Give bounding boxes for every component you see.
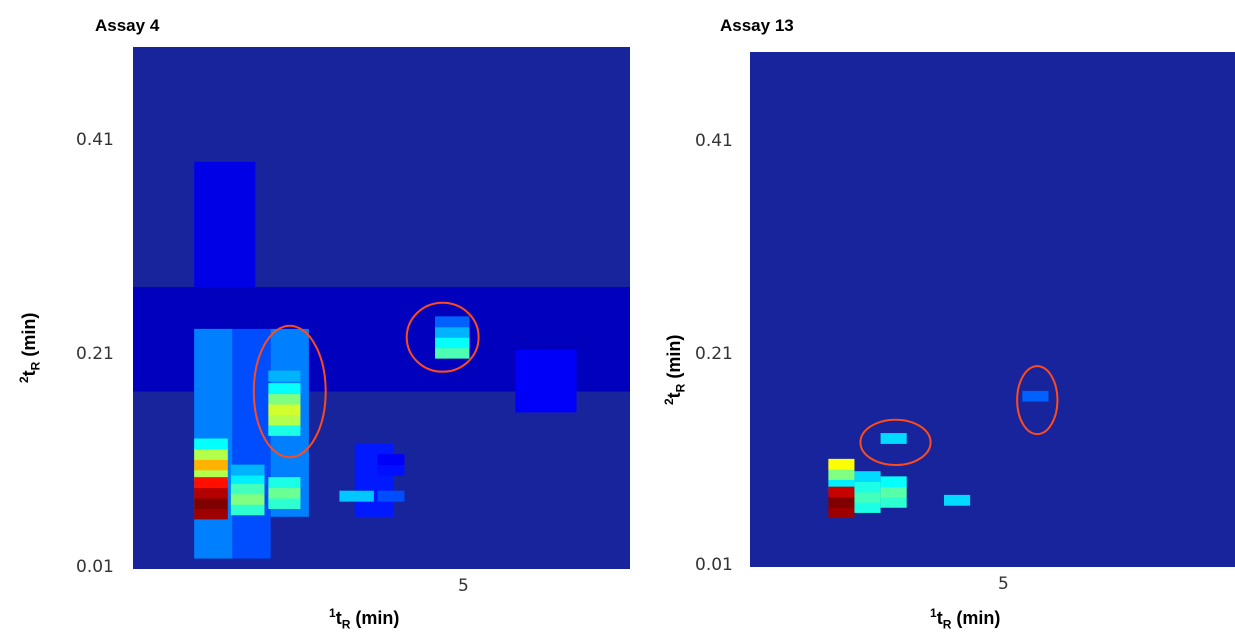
heatmap-cell xyxy=(828,479,855,491)
heatmap-cell xyxy=(194,477,228,489)
y-axis-label: 2tR (min) xyxy=(662,335,688,405)
heatmap-cell xyxy=(828,496,855,508)
y-axis-label-sup: 2 xyxy=(662,398,676,405)
y-tick-label: 0.01 xyxy=(695,555,733,575)
heatmap-cell xyxy=(230,483,265,495)
y-tick-label: 0.41 xyxy=(76,130,114,150)
heatmap-cell xyxy=(880,496,907,508)
annotation-ellipse xyxy=(405,301,480,373)
chart-title: Assay 13 xyxy=(720,16,794,35)
heatmap-plot-area xyxy=(133,47,630,569)
chart-title: Assay 4 xyxy=(95,16,160,35)
heatmap-canvas xyxy=(828,365,1059,519)
heatmap-cell xyxy=(854,471,881,483)
heatmap-cell xyxy=(377,490,405,502)
chart-panel-assay-4: Assay 4 0.41 0.21 0.01 5 1tR (min) 2tR (… xyxy=(17,16,630,632)
x-axis-label-sup: 1 xyxy=(930,606,937,620)
heatmap-cell xyxy=(435,347,470,359)
y-axis-label-base: t xyxy=(664,392,684,399)
heatmap-cell xyxy=(268,487,301,499)
y-axis-label-sub: R xyxy=(673,383,688,393)
y-axis-label-unit: (min) xyxy=(664,334,684,384)
x-axis-label: 1tR (min) xyxy=(329,606,399,632)
x-tick-label: 5 xyxy=(458,576,469,596)
heatmap-cell xyxy=(854,502,881,513)
heatmap-cell xyxy=(230,472,265,484)
heatmap-cell xyxy=(880,433,907,444)
y-tick-label: 0.21 xyxy=(695,344,733,364)
heatmap-cell xyxy=(828,486,855,498)
heatmap-cell xyxy=(268,393,301,405)
heatmap-cell xyxy=(268,424,301,436)
heatmap-cell xyxy=(268,477,301,489)
heatmap-cell xyxy=(854,491,881,503)
heatmap-cell xyxy=(435,316,470,328)
x-tick-label: 5 xyxy=(998,574,1009,594)
heatmap-cell xyxy=(230,493,265,505)
heatmap-canvas xyxy=(133,161,630,559)
annotation-ellipse xyxy=(1016,365,1059,436)
heatmap-cell xyxy=(194,438,228,450)
heatmap-cell xyxy=(268,370,301,382)
x-axis-label-sub: R xyxy=(341,617,351,632)
heatmap-cell xyxy=(194,459,228,471)
heatmap-cell xyxy=(880,476,907,488)
x-axis-label-sup: 1 xyxy=(329,606,336,620)
heatmap-cell xyxy=(230,464,265,476)
heatmap-plot-area xyxy=(750,52,1235,567)
heatmap-cell xyxy=(435,337,470,349)
y-tick-label: 0.01 xyxy=(76,557,114,577)
heatmap-cell xyxy=(828,458,855,470)
x-axis-label-base: t xyxy=(936,608,943,628)
heatmap-cell xyxy=(268,498,301,509)
heatmap-cell xyxy=(377,464,405,476)
heatmap-cell xyxy=(194,508,228,520)
heatmap-cell xyxy=(435,326,470,338)
x-axis-label-unit: (min) xyxy=(350,608,400,628)
heatmap-cell xyxy=(1022,390,1049,402)
x-axis-label-unit: (min) xyxy=(951,608,1001,628)
annotation-ellipse xyxy=(859,418,932,467)
heatmap-cell xyxy=(194,498,228,509)
heatmap-cell xyxy=(194,448,228,460)
heatmap-cell xyxy=(194,469,228,481)
heatmap-cell xyxy=(880,486,907,498)
x-axis-label-base: t xyxy=(335,608,342,628)
chart-panel-assay-13: Assay 13 0.41 0.21 0.01 5 1tR (min) 2tR … xyxy=(640,0,1235,636)
heatmap-cell xyxy=(828,507,855,519)
y-tick-label: 0.41 xyxy=(695,131,733,151)
heatmap-cell xyxy=(230,504,265,516)
heatmap-cell xyxy=(268,404,301,415)
y-axis-label: 2tR (min) xyxy=(17,313,43,383)
background-region xyxy=(232,328,271,559)
heatmap-cell xyxy=(377,454,405,466)
heatmap-cell xyxy=(268,383,301,395)
annotation-ellipse xyxy=(252,324,327,459)
heatmap-cell xyxy=(339,490,374,502)
heatmap-cell xyxy=(194,487,228,499)
heatmap-cell xyxy=(828,469,855,480)
y-axis-label-unit: (min) xyxy=(19,312,39,362)
heatmap-cell xyxy=(268,414,301,426)
background-region xyxy=(515,349,577,413)
x-axis-label: 1tR (min) xyxy=(930,606,1000,632)
y-axis-label-sup: 2 xyxy=(17,376,31,383)
heatmap-cell xyxy=(854,481,881,493)
y-axis-label-base: t xyxy=(19,370,39,377)
heatmap-cell xyxy=(944,494,971,506)
x-axis-label-sub: R xyxy=(942,617,952,632)
y-axis-label-sub: R xyxy=(28,361,43,371)
y-tick-label: 0.21 xyxy=(76,344,114,364)
